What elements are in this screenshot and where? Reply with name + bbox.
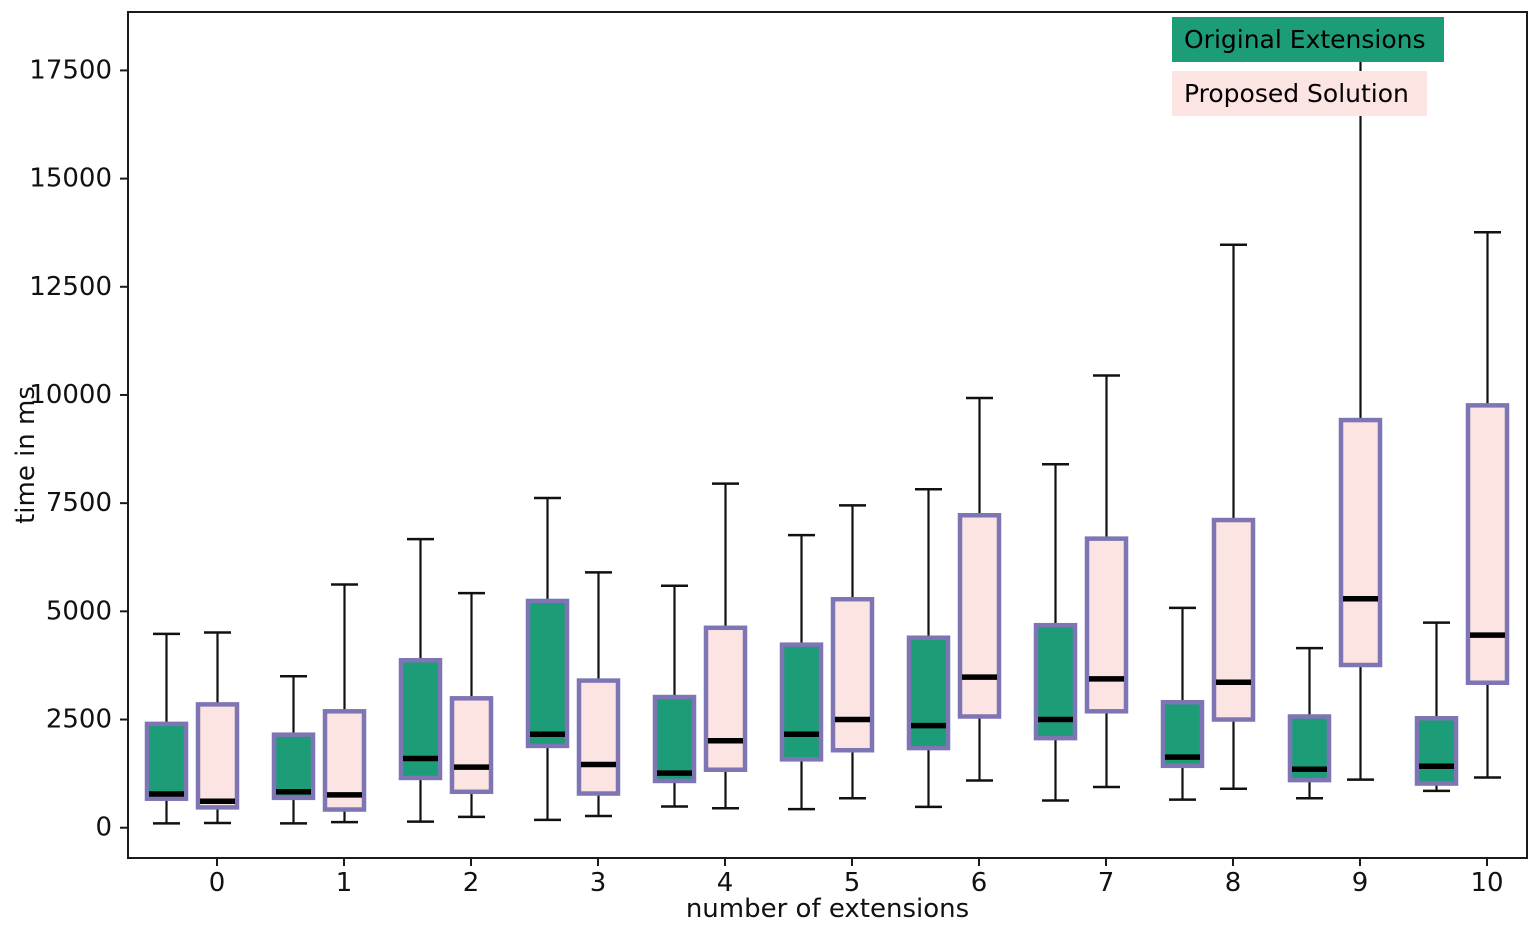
box-original-10 [1414, 621, 1459, 793]
y-tick-label-12500: 12500 [29, 272, 112, 302]
box-body [906, 635, 951, 751]
x-tick-label-8: 8 [1225, 868, 1242, 898]
box-original-4 [652, 584, 697, 808]
legend: Original Extensions Proposed Solution [1172, 17, 1444, 125]
box-proposed-7 [1084, 374, 1129, 789]
y-axis-label: time in ms [11, 386, 41, 524]
x-tick-label-6: 6 [971, 868, 988, 898]
box-body [271, 732, 316, 801]
box-original-8 [1160, 606, 1205, 801]
y-tick-label-7500: 7500 [46, 488, 112, 518]
x-tick-label-4: 4 [717, 868, 734, 898]
y-tick-label-17500: 17500 [29, 55, 112, 85]
box-body [449, 696, 494, 795]
y-tick-label-10000: 10000 [29, 380, 112, 410]
box-body [703, 625, 748, 772]
box-body [652, 694, 697, 784]
box-proposed-9 [1338, 47, 1383, 781]
box-original-2 [398, 537, 443, 823]
box-body [576, 678, 621, 796]
legend-entry-original-extensions: Original Extensions [1172, 17, 1444, 62]
box-body [957, 513, 1002, 719]
box-proposed-1 [322, 583, 367, 824]
box-original-3 [525, 496, 570, 822]
box-body [144, 721, 189, 801]
box-original-9 [1287, 646, 1332, 800]
box-body [830, 596, 875, 753]
x-tick-label-1: 1 [336, 868, 353, 898]
plot-frame [127, 11, 1528, 859]
x-tick-label-2: 2 [463, 868, 480, 898]
box-original-0 [144, 632, 189, 825]
x-tick-label-7: 7 [1098, 868, 1115, 898]
box-proposed-2 [449, 591, 494, 819]
x-tick-label-3: 3 [590, 868, 607, 898]
box-body [195, 702, 240, 810]
x-tick-label-10: 10 [1470, 868, 1503, 898]
x-tick-label-5: 5 [844, 868, 861, 898]
box-body [1414, 715, 1459, 786]
box-original-1 [271, 675, 316, 825]
box-original-5 [779, 533, 824, 811]
y-tick-label-15000: 15000 [29, 164, 112, 194]
box-proposed-4 [703, 482, 748, 810]
box-proposed-0 [195, 631, 240, 825]
box-proposed-5 [830, 504, 875, 800]
box-body [1211, 517, 1256, 722]
box-body [1465, 403, 1510, 685]
y-tick-label-2500: 2500 [46, 705, 112, 735]
box-original-6 [906, 488, 951, 809]
box-proposed-6 [957, 396, 1002, 782]
y-tick-label-5000: 5000 [46, 596, 112, 626]
box-original-7 [1033, 462, 1078, 802]
box-proposed-8 [1211, 243, 1256, 791]
x-tick-label-9: 9 [1352, 868, 1369, 898]
box-body [1084, 536, 1129, 714]
x-tick-label-0: 0 [209, 868, 226, 898]
y-tick-label-0: 0 [95, 813, 112, 843]
box-body [779, 642, 824, 762]
box-proposed-10 [1465, 231, 1510, 779]
box-body [525, 598, 570, 749]
legend-entry-proposed-solution: Proposed Solution [1172, 71, 1427, 116]
box-body [1338, 417, 1383, 668]
box-proposed-3 [576, 571, 621, 818]
x-axis-label: number of extensions [685, 894, 970, 924]
